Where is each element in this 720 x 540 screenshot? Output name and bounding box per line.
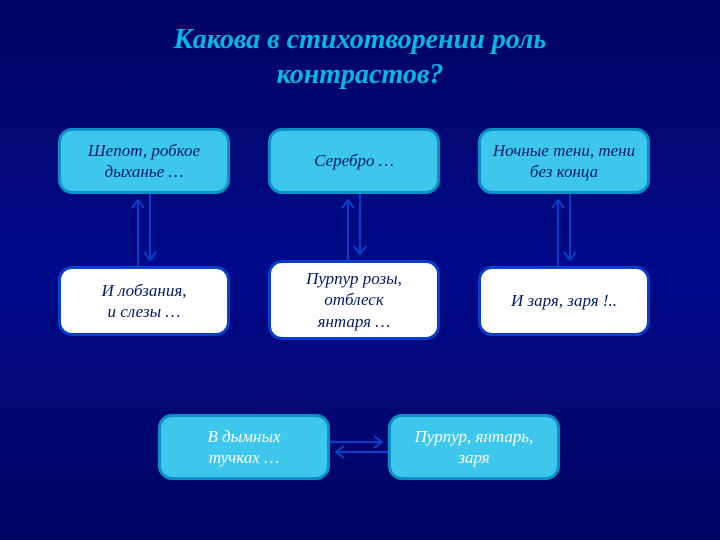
node-purple-rose-label: Пурпур розы, отблеск янтаря … [306, 268, 402, 332]
node-whisper-label: Шепот, робкое дыханье … [67, 140, 221, 183]
node-whisper: Шепот, робкое дыханье … [58, 128, 230, 194]
node-purple-amber-dawn: Пурпур, янтарь, заря [388, 414, 560, 480]
node-dawn: И заря, заря !.. [478, 266, 650, 336]
node-silver-label: Серебро … [314, 150, 394, 171]
node-shadows: Ночные тени, тени без конца [478, 128, 650, 194]
node-smoky-clouds-label: В дымных тучках … [207, 426, 280, 469]
arrow-vertical-1 [127, 194, 167, 266]
node-purple-rose: Пурпур розы, отблеск янтаря … [268, 260, 440, 340]
node-silver: Серебро … [268, 128, 440, 194]
node-kisses: И лобзания, и слезы … [58, 266, 230, 336]
node-shadows-label: Ночные тени, тени без конца [487, 140, 641, 183]
arrow-vertical-2 [337, 194, 377, 260]
node-dawn-label: И заря, заря !.. [511, 290, 617, 311]
title-line-2: контрастов? [277, 59, 444, 90]
node-smoky-clouds: В дымных тучках … [158, 414, 330, 480]
arrow-vertical-3 [547, 194, 587, 266]
diagram-title: Какова в стихотворении роль контрастов? [0, 0, 720, 92]
node-purple-amber-dawn-label: Пурпур, янтарь, заря [415, 426, 534, 469]
title-line-1: Какова в стихотворении роль [174, 24, 547, 55]
node-kisses-label: И лобзания, и слезы … [102, 280, 187, 323]
arrow-horizontal-1 [330, 432, 388, 462]
